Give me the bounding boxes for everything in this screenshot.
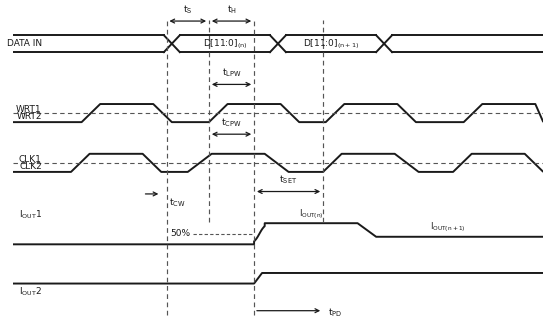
Text: I$_{\mathregular{OUT(n)}}$: I$_{\mathregular{OUT(n)}}$ bbox=[299, 207, 324, 221]
Text: I$_{\mathregular{OUT(n + 1)}}$: I$_{\mathregular{OUT(n + 1)}}$ bbox=[430, 220, 466, 234]
Text: I$_{\mathregular{OUT}}$1: I$_{\mathregular{OUT}}$1 bbox=[18, 208, 42, 221]
Text: D[11:0]$_{\mathregular{(n + 1)}}$: D[11:0]$_{\mathregular{(n + 1)}}$ bbox=[303, 37, 359, 51]
Text: CLK1: CLK1 bbox=[19, 155, 42, 164]
Text: t$_\mathregular{LPW}$: t$_\mathregular{LPW}$ bbox=[221, 67, 242, 79]
Text: t$_\mathregular{S}$: t$_\mathregular{S}$ bbox=[183, 3, 193, 16]
Text: t$_\mathregular{SET}$: t$_\mathregular{SET}$ bbox=[280, 173, 298, 186]
Text: WRT2: WRT2 bbox=[16, 112, 42, 121]
Text: WRT1: WRT1 bbox=[16, 105, 42, 114]
Text: D[11:0]$_{\mathregular{(n)}}$: D[11:0]$_{\mathregular{(n)}}$ bbox=[202, 37, 247, 51]
Text: t$_\mathregular{PD}$: t$_\mathregular{PD}$ bbox=[329, 307, 343, 319]
Text: t$_\mathregular{CW}$: t$_\mathregular{CW}$ bbox=[169, 196, 186, 209]
Text: DATA IN: DATA IN bbox=[7, 39, 42, 48]
Text: 50%: 50% bbox=[170, 229, 190, 238]
Text: t$_\mathregular{H}$: t$_\mathregular{H}$ bbox=[226, 3, 237, 16]
Text: CLK2: CLK2 bbox=[19, 162, 42, 171]
Text: I$_{\mathregular{OUT}}$2: I$_{\mathregular{OUT}}$2 bbox=[18, 286, 42, 299]
Text: t$_\mathregular{CPW}$: t$_\mathregular{CPW}$ bbox=[221, 116, 242, 129]
